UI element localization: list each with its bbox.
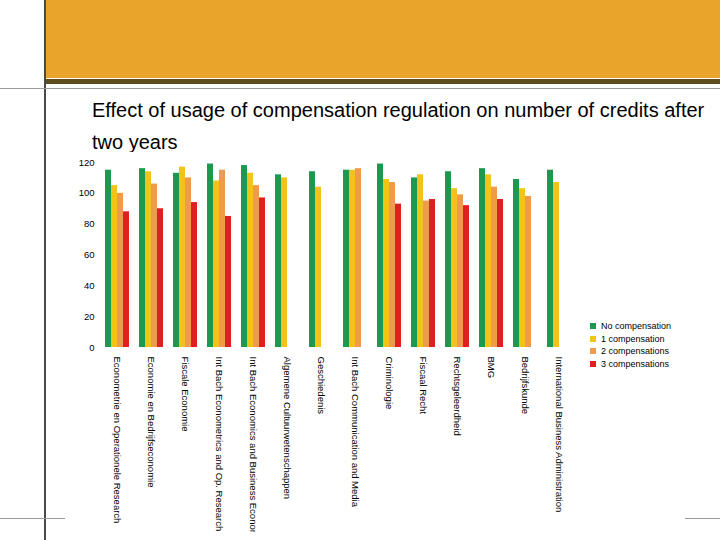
svg-text:0: 0 xyxy=(89,342,94,353)
svg-text:Econometrie en Operationele Re: Econometrie en Operationele Research xyxy=(112,357,123,524)
svg-text:Geschiedenis: Geschiedenis xyxy=(316,357,327,415)
html-text:2 compensations: 2 compensations xyxy=(601,346,669,357)
svg-text:20: 20 xyxy=(84,311,95,322)
svg-text:Criminologie: Criminologie xyxy=(384,357,395,410)
svg-text:Int Bach Economics and Busines: Int Bach Economics and Business Economic… xyxy=(248,357,259,533)
svg-text:International Business Adminis: International Business Administration xyxy=(554,357,565,513)
svg-text:Fiscale Economie: Fiscale Economie xyxy=(180,357,191,432)
html-text:3 compensations: 3 compensations xyxy=(601,358,669,369)
svg-text:80: 80 xyxy=(84,218,95,229)
svg-text:Algemene Cultuurwetenschappen: Algemene Cultuurwetenschappen xyxy=(282,357,293,500)
svg-text:Bedrijfskunde: Bedrijfskunde xyxy=(520,357,531,415)
svg-text:Fiscaal Recht: Fiscaal Recht xyxy=(418,357,429,415)
svg-text:120: 120 xyxy=(79,157,95,168)
svg-text:Int Bach Communication and Med: Int Bach Communication and Media xyxy=(350,357,361,508)
svg-text:40: 40 xyxy=(84,280,95,291)
svg-text:Economie en Bedrijfseconomie: Economie en Bedrijfseconomie xyxy=(146,357,157,488)
html-text:1 compensation: 1 compensation xyxy=(601,333,665,344)
svg-text:Int Bach Econometrics and Op.: Int Bach Econometrics and Op. Research xyxy=(214,357,225,532)
svg-text:Rechtsgeleerdheid: Rechtsgeleerdheid xyxy=(452,357,463,436)
svg-text:60: 60 xyxy=(84,249,95,260)
html-text:Effect of usage of compensatio: Effect of usage of compensation regulati… xyxy=(92,99,705,153)
html-text:No compensation: No compensation xyxy=(601,321,671,332)
svg-text:BMG: BMG xyxy=(486,357,497,379)
svg-text:100: 100 xyxy=(79,187,95,198)
